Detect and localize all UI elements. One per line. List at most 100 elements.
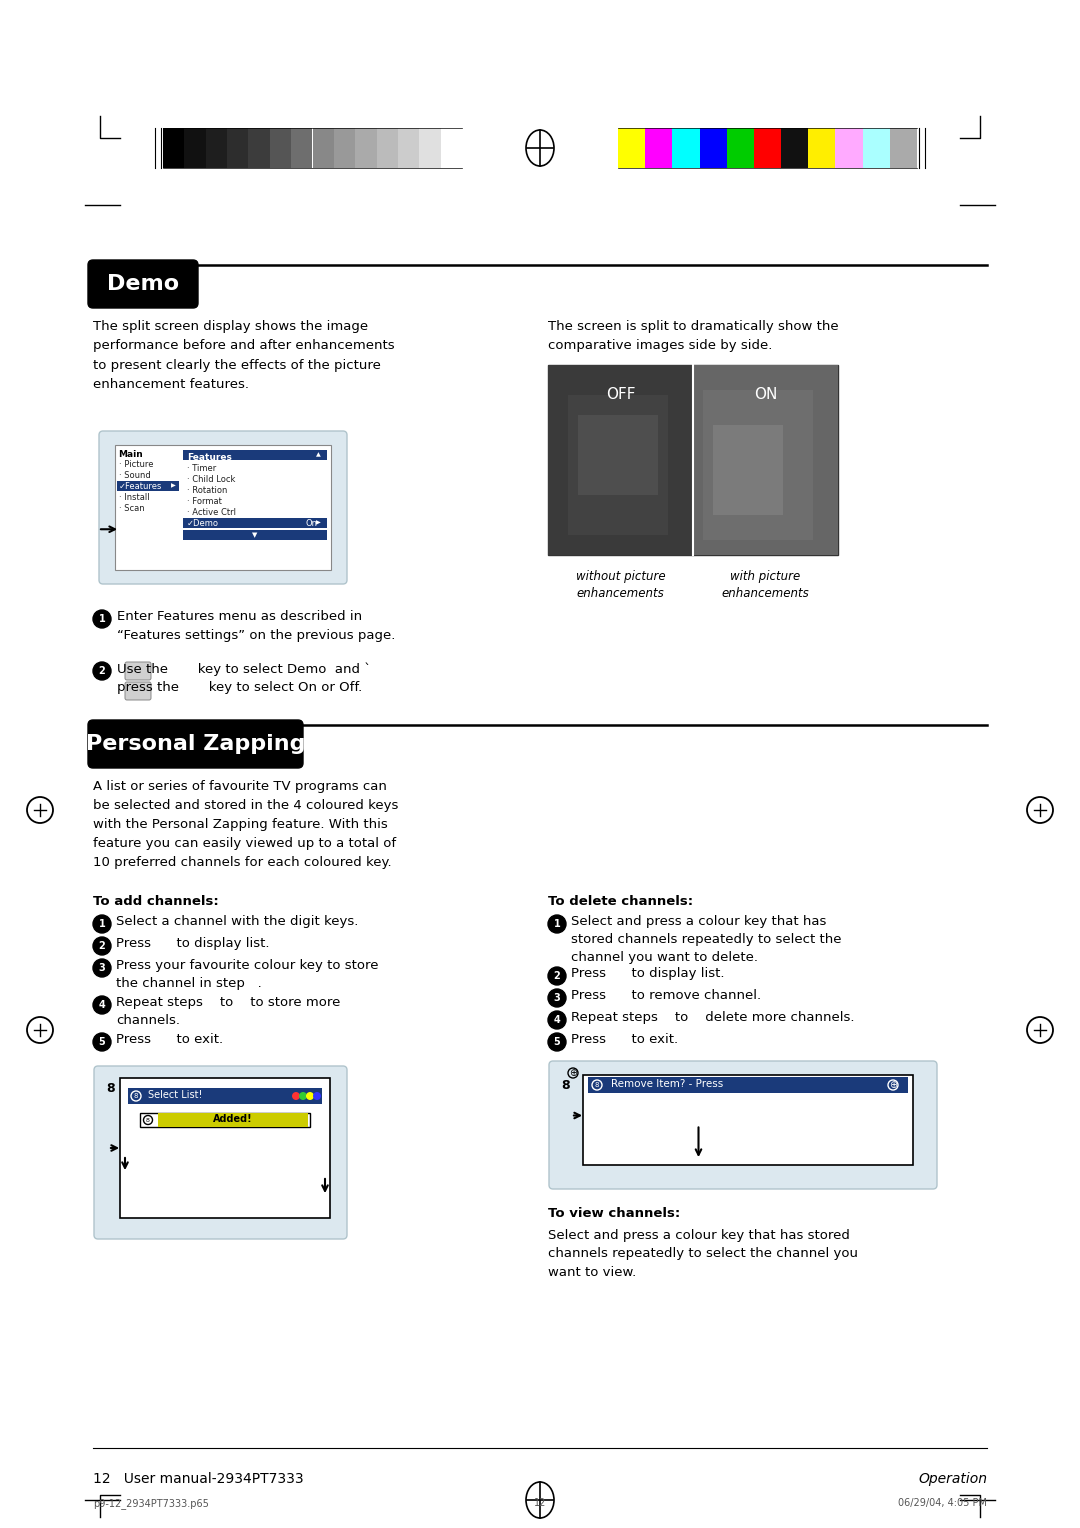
- Circle shape: [93, 960, 111, 976]
- Text: 1: 1: [98, 918, 106, 929]
- Text: On: On: [305, 520, 318, 529]
- Text: 8: 8: [106, 1082, 114, 1096]
- Bar: [183, 451, 327, 460]
- Text: Select List!: Select List!: [148, 1089, 202, 1100]
- Circle shape: [548, 915, 566, 934]
- Text: · Picture: · Picture: [119, 460, 153, 469]
- Text: Press your favourite colour key to store
the channel in step   .: Press your favourite colour key to store…: [116, 960, 378, 990]
- Text: 1: 1: [98, 614, 106, 623]
- Text: 3: 3: [98, 963, 106, 973]
- Circle shape: [306, 1093, 314, 1100]
- Circle shape: [93, 996, 111, 1015]
- Text: ▶: ▶: [172, 483, 176, 489]
- Bar: [158, 1112, 308, 1128]
- Bar: [163, 128, 185, 168]
- Bar: [120, 1077, 330, 1218]
- Bar: [548, 365, 693, 555]
- Text: 1: 1: [554, 918, 561, 929]
- Text: A list or series of favourite TV programs can
be selected and stored in the 4 co: A list or series of favourite TV program…: [93, 779, 399, 869]
- Text: 12   User manual-2934PT7333: 12 User manual-2934PT7333: [93, 1471, 303, 1487]
- Bar: [754, 128, 781, 168]
- Text: · Install: · Install: [119, 494, 150, 503]
- Text: Use the       key to select Demo  and `
press the       key to select On or Off.: Use the key to select Demo and ` press t…: [117, 662, 370, 694]
- Text: Personal Zapping: Personal Zapping: [85, 733, 306, 753]
- Text: Press      to exit.: Press to exit.: [116, 1033, 224, 1047]
- Text: 8: 8: [146, 1117, 150, 1123]
- Bar: [578, 416, 658, 495]
- Bar: [836, 128, 863, 168]
- Bar: [727, 128, 754, 168]
- Text: Enter Features menu as described in
“Features settings” on the previous page.: Enter Features menu as described in “Fea…: [117, 610, 395, 642]
- Text: ON: ON: [754, 387, 778, 402]
- Text: To delete channels:: To delete channels:: [548, 895, 693, 908]
- Bar: [377, 128, 397, 168]
- Circle shape: [313, 1093, 321, 1100]
- Bar: [645, 128, 673, 168]
- Text: 12: 12: [534, 1497, 546, 1508]
- FancyBboxPatch shape: [549, 1060, 937, 1189]
- Bar: [419, 128, 441, 168]
- Text: Press      to display list.: Press to display list.: [116, 937, 270, 950]
- Text: Select and press a colour key that has
stored channels repeatedly to select the
: Select and press a colour key that has s…: [571, 915, 841, 964]
- Bar: [183, 530, 327, 539]
- Bar: [693, 365, 838, 555]
- Bar: [312, 128, 334, 168]
- Text: The screen is split to dramatically show the
comparative images side by side.: The screen is split to dramatically show…: [548, 319, 839, 353]
- FancyBboxPatch shape: [94, 1067, 347, 1239]
- Text: 4: 4: [98, 999, 106, 1010]
- Circle shape: [299, 1093, 307, 1100]
- Text: 5: 5: [98, 1038, 106, 1047]
- Bar: [355, 128, 377, 168]
- Bar: [588, 1077, 908, 1093]
- Text: · Active Ctrl: · Active Ctrl: [187, 507, 237, 516]
- Circle shape: [548, 1012, 566, 1028]
- Text: 06/29/04, 4:05 PM: 06/29/04, 4:05 PM: [897, 1497, 987, 1508]
- Bar: [140, 1112, 310, 1128]
- Bar: [568, 396, 669, 535]
- Text: ✓Features: ✓Features: [119, 481, 162, 490]
- Text: Select and press a colour key that has stored
channels repeatedly to select the : Select and press a colour key that has s…: [548, 1229, 858, 1279]
- Bar: [183, 518, 327, 529]
- Text: OFF: OFF: [606, 387, 635, 402]
- Text: 8: 8: [134, 1093, 138, 1099]
- Text: To add channels:: To add channels:: [93, 895, 219, 908]
- Text: Operation: Operation: [918, 1471, 987, 1487]
- Text: The split screen display shows the image
performance before and after enhancemen: The split screen display shows the image…: [93, 319, 394, 391]
- FancyBboxPatch shape: [87, 260, 198, 309]
- Bar: [548, 365, 838, 555]
- Circle shape: [93, 662, 111, 680]
- Text: Added!: Added!: [213, 1114, 253, 1125]
- Circle shape: [548, 989, 566, 1007]
- Circle shape: [93, 915, 111, 934]
- Text: Press      to exit.: Press to exit.: [571, 1033, 678, 1047]
- Bar: [334, 128, 355, 168]
- Text: Demo: Demo: [107, 274, 179, 293]
- Text: 3: 3: [554, 993, 561, 1002]
- Text: ✓Demo: ✓Demo: [187, 520, 219, 529]
- Text: ▲: ▲: [316, 452, 321, 457]
- Text: 8: 8: [595, 1082, 599, 1088]
- Text: 4: 4: [554, 1015, 561, 1025]
- Text: ⊕: ⊕: [889, 1080, 897, 1089]
- Text: Remove Item? - Press: Remove Item? - Press: [611, 1079, 724, 1089]
- Bar: [248, 128, 270, 168]
- Circle shape: [548, 967, 566, 986]
- Bar: [781, 128, 808, 168]
- Bar: [583, 1076, 913, 1164]
- Text: with picture
enhancements: with picture enhancements: [721, 570, 809, 601]
- Bar: [117, 481, 179, 490]
- Bar: [713, 425, 783, 515]
- Text: Main: Main: [118, 451, 143, 458]
- Text: Repeat steps    to    delete more channels.: Repeat steps to delete more channels.: [571, 1012, 854, 1024]
- Bar: [270, 128, 292, 168]
- Text: · Child Lock: · Child Lock: [187, 475, 235, 484]
- Text: ▼: ▼: [253, 532, 258, 538]
- Bar: [863, 128, 890, 168]
- Text: · Sound: · Sound: [119, 471, 151, 480]
- Bar: [618, 128, 645, 168]
- Text: p9-12_2934PT7333.p65: p9-12_2934PT7333.p65: [93, 1497, 208, 1510]
- FancyBboxPatch shape: [125, 662, 151, 680]
- Text: Press      to display list.: Press to display list.: [571, 967, 725, 979]
- Circle shape: [93, 937, 111, 955]
- Bar: [205, 128, 227, 168]
